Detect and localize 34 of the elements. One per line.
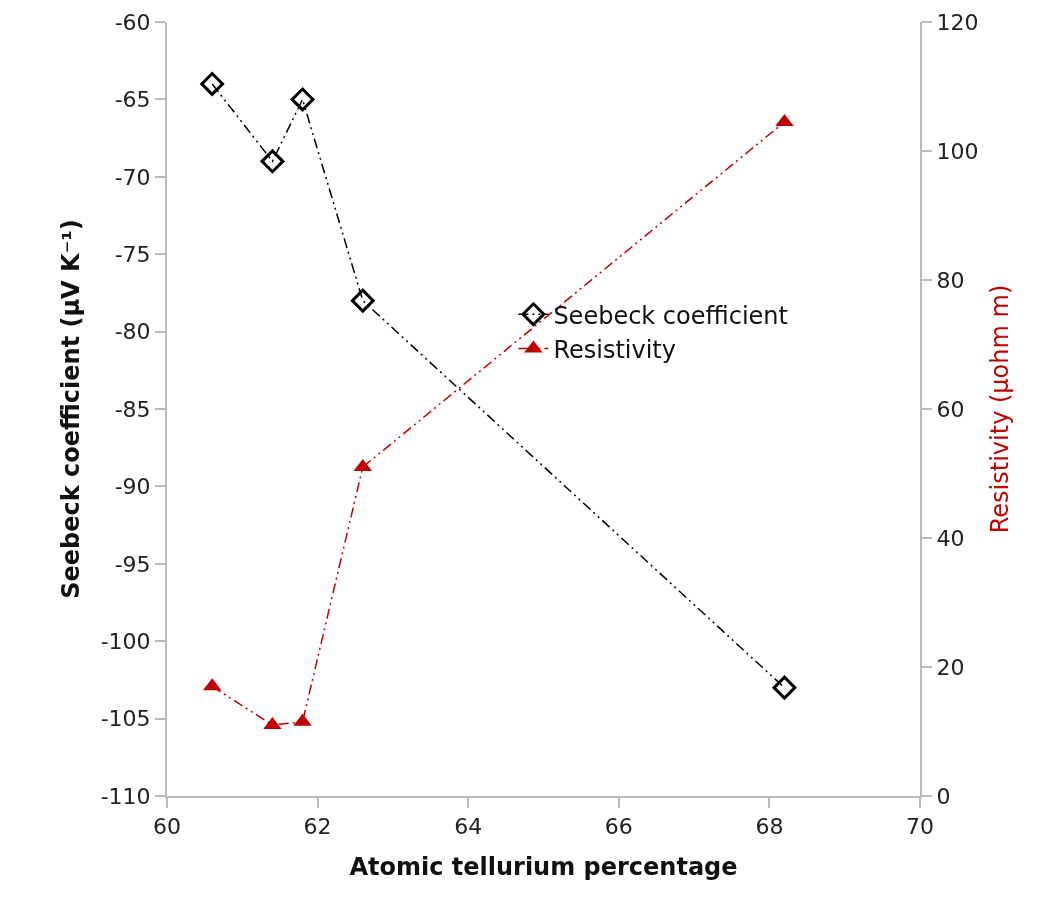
y-tick-label: -60 [114,9,151,35]
legend-label: Resistivity [553,335,676,364]
y2-tick-label: 60 [936,396,965,422]
y2-tick-label: 120 [936,9,979,35]
y2-tick-label: 0 [936,783,951,809]
point [260,149,285,174]
legend-label: Seebeck coefficient [553,301,788,330]
y-tick-label: -70 [114,164,151,190]
x-tick-label: 60 [153,814,181,840]
x-tick-label: 66 [604,814,633,840]
y-tick-label: -65 [114,87,151,113]
x-tick-label: 70 [906,814,934,840]
y2-tick-label: 20 [936,654,965,680]
y-axis-title: Seebeck coefficient (μV K⁻¹) [57,219,86,599]
x-axis-title: Atomic tellurium percentage [349,853,738,882]
point [772,675,797,700]
y-tick-label: -90 [114,474,151,500]
y-tick-label: -110 [100,783,151,809]
y2-tick-label: 40 [936,525,965,551]
x-tick-label: 68 [755,814,784,840]
point [290,87,315,112]
y2-tick-label: 100 [936,138,979,164]
y-tick-label: -105 [100,706,151,732]
point [350,288,375,313]
x-tick-label: 64 [454,814,483,840]
y-tick-label: -75 [114,241,151,267]
y2-axis-title: Resistivity (μohm m) [986,284,1015,534]
point [200,72,225,96]
x-tick-label: 62 [303,814,332,840]
y-tick-label: -80 [114,319,151,345]
y-tick-label: -95 [114,551,151,577]
y-tick-label: -85 [114,396,151,422]
y2-tick-label: 80 [936,267,965,293]
y-tick-label: -100 [100,628,151,654]
